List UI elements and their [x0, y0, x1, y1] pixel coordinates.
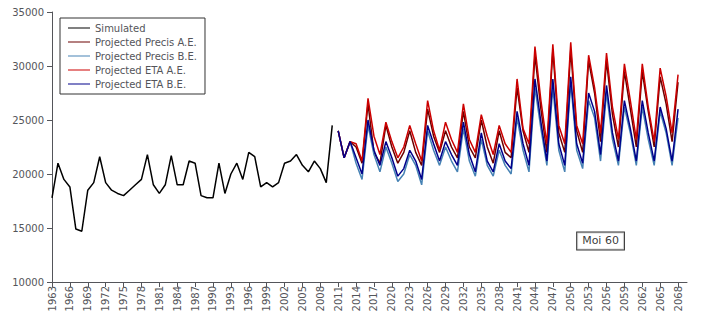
- svg-text:Projected ETA B.E.: Projected ETA B.E.: [95, 79, 186, 90]
- svg-text:1981: 1981: [154, 286, 165, 311]
- svg-text:1966: 1966: [64, 286, 75, 311]
- svg-text:10000: 10000: [12, 277, 44, 288]
- svg-text:25000: 25000: [12, 115, 44, 126]
- svg-text:1969: 1969: [82, 286, 93, 311]
- svg-text:Projected ETA A.E.: Projected ETA A.E.: [95, 65, 186, 76]
- svg-text:2041: 2041: [512, 286, 523, 311]
- svg-text:35000: 35000: [12, 7, 44, 18]
- svg-text:1975: 1975: [118, 286, 129, 311]
- svg-text:2053: 2053: [583, 286, 594, 311]
- svg-text:Simulated: Simulated: [95, 23, 146, 34]
- svg-text:1993: 1993: [225, 286, 236, 311]
- svg-text:2044: 2044: [529, 286, 540, 311]
- svg-text:2062: 2062: [637, 286, 648, 311]
- svg-text:2050: 2050: [565, 286, 576, 311]
- svg-text:Projected Precis A.E.: Projected Precis A.E.: [95, 37, 197, 48]
- svg-text:2029: 2029: [440, 286, 451, 311]
- svg-text:2059: 2059: [619, 286, 630, 311]
- svg-text:1963: 1963: [47, 286, 58, 311]
- svg-text:1996: 1996: [243, 286, 254, 311]
- svg-text:2032: 2032: [458, 286, 469, 311]
- svg-text:2035: 2035: [476, 286, 487, 311]
- svg-text:2038: 2038: [494, 286, 505, 311]
- svg-text:2065: 2065: [655, 286, 666, 311]
- svg-text:2023: 2023: [404, 286, 415, 311]
- svg-text:20000: 20000: [12, 169, 44, 180]
- svg-text:1972: 1972: [100, 286, 111, 311]
- svg-text:1978: 1978: [136, 286, 147, 311]
- svg-text:30000: 30000: [12, 61, 44, 72]
- svg-text:1984: 1984: [172, 286, 183, 311]
- svg-text:2002: 2002: [279, 286, 290, 311]
- svg-text:2017: 2017: [368, 286, 379, 311]
- svg-text:2026: 2026: [422, 286, 433, 311]
- svg-text:2056: 2056: [601, 286, 612, 311]
- svg-text:2068: 2068: [673, 286, 684, 311]
- svg-text:2008: 2008: [315, 286, 326, 311]
- svg-text:15000: 15000: [12, 223, 44, 234]
- svg-text:Moi 60: Moi 60: [582, 234, 619, 247]
- svg-text:Projected Precis B.E.: Projected Precis B.E.: [95, 51, 197, 62]
- svg-text:1999: 1999: [261, 286, 272, 311]
- svg-text:2020: 2020: [386, 286, 397, 311]
- svg-text:2011: 2011: [333, 286, 344, 311]
- svg-text:1990: 1990: [207, 286, 218, 311]
- svg-text:2047: 2047: [547, 286, 558, 311]
- svg-text:1987: 1987: [190, 286, 201, 311]
- svg-text:2005: 2005: [297, 286, 308, 311]
- svg-text:2014: 2014: [351, 286, 362, 311]
